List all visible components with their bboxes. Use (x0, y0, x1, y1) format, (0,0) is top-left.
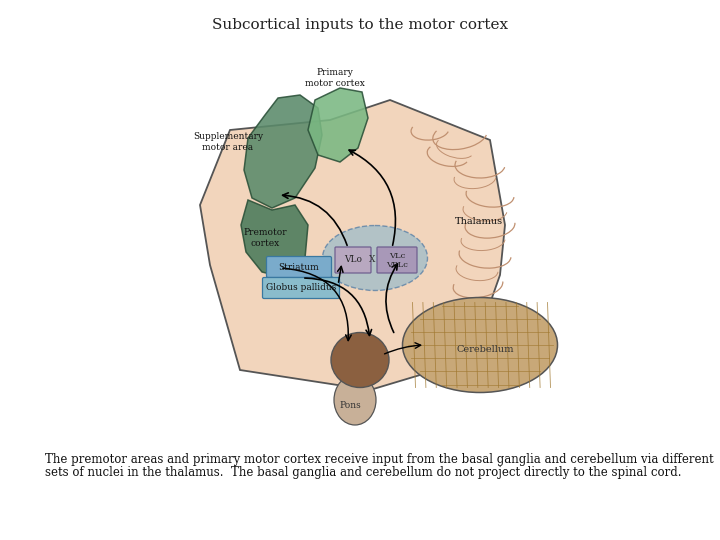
FancyBboxPatch shape (266, 256, 331, 278)
Text: Pons: Pons (339, 401, 361, 409)
Text: VLc: VLc (389, 252, 405, 260)
Polygon shape (200, 100, 505, 390)
Ellipse shape (331, 333, 389, 388)
Polygon shape (244, 95, 322, 208)
Text: sets of nuclei in the thalamus.  The basal ganglia and cerebellum do not project: sets of nuclei in the thalamus. The basa… (45, 466, 682, 479)
Ellipse shape (402, 298, 557, 393)
Polygon shape (241, 200, 308, 278)
Text: Thalamus: Thalamus (455, 218, 503, 226)
Text: VLo: VLo (344, 255, 362, 265)
FancyBboxPatch shape (377, 247, 417, 273)
Polygon shape (308, 88, 368, 162)
Text: Premotor
cortex: Premotor cortex (243, 228, 287, 248)
Text: The premotor areas and primary motor cortex receive input from the basal ganglia: The premotor areas and primary motor cor… (45, 453, 714, 466)
FancyBboxPatch shape (263, 278, 340, 299)
Text: Supplementary
motor area: Supplementary motor area (193, 132, 263, 152)
Text: VPLc: VPLc (386, 261, 408, 269)
Text: Striatum: Striatum (279, 262, 320, 272)
Ellipse shape (323, 226, 428, 291)
Text: Primary
motor cortex: Primary motor cortex (305, 68, 365, 88)
Ellipse shape (334, 375, 376, 425)
Text: Cerebellum: Cerebellum (456, 346, 514, 354)
Text: Globus pallidus: Globus pallidus (266, 284, 336, 293)
Text: Subcortical inputs to the motor cortex: Subcortical inputs to the motor cortex (212, 18, 508, 32)
Text: X: X (369, 255, 375, 265)
FancyBboxPatch shape (335, 247, 371, 273)
